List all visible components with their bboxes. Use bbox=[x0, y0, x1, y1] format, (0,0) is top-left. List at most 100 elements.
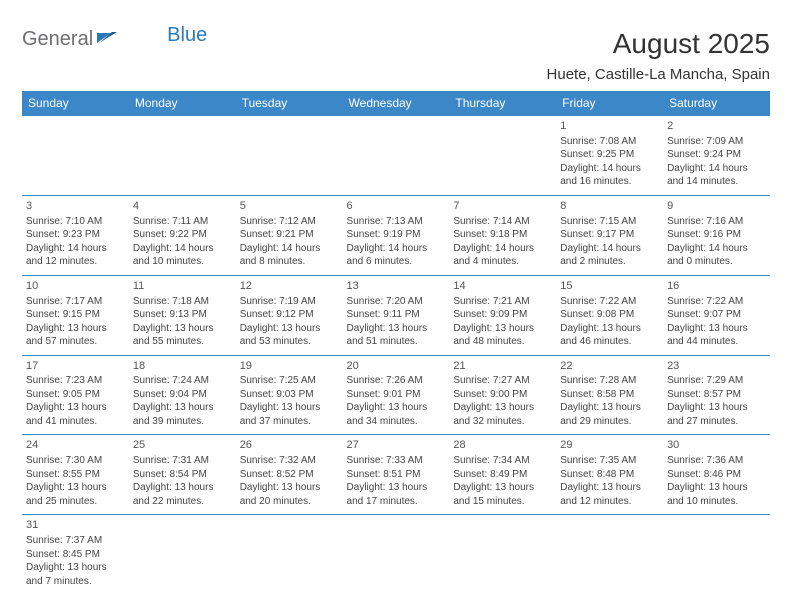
day-number: 5 bbox=[240, 199, 339, 214]
daylight-text-1: Daylight: 14 hours bbox=[560, 242, 659, 256]
calendar-cell: 4Sunrise: 7:11 AMSunset: 9:22 PMDaylight… bbox=[129, 195, 236, 275]
sunset-text: Sunset: 9:07 PM bbox=[667, 308, 766, 322]
calendar-row: 31Sunrise: 7:37 AMSunset: 8:45 PMDayligh… bbox=[22, 515, 770, 594]
daylight-text-2: and 4 minutes. bbox=[453, 255, 552, 269]
weekday-header: Sunday bbox=[22, 91, 129, 116]
sunrise-text: Sunrise: 7:08 AM bbox=[560, 135, 659, 149]
day-number: 25 bbox=[133, 438, 232, 453]
daylight-text-2: and 48 minutes. bbox=[453, 335, 552, 349]
calendar-cell-empty bbox=[449, 515, 556, 594]
calendar-cell: 25Sunrise: 7:31 AMSunset: 8:54 PMDayligh… bbox=[129, 435, 236, 515]
day-number: 14 bbox=[453, 279, 552, 294]
daylight-text-2: and 29 minutes. bbox=[560, 415, 659, 429]
daylight-text-2: and 16 minutes. bbox=[560, 175, 659, 189]
daylight-text-2: and 17 minutes. bbox=[347, 495, 446, 509]
daylight-text-2: and 39 minutes. bbox=[133, 415, 232, 429]
daylight-text-2: and 0 minutes. bbox=[667, 255, 766, 269]
daylight-text-2: and 53 minutes. bbox=[240, 335, 339, 349]
calendar-cell: 28Sunrise: 7:34 AMSunset: 8:49 PMDayligh… bbox=[449, 435, 556, 515]
sunset-text: Sunset: 9:23 PM bbox=[26, 228, 125, 242]
calendar-table: SundayMondayTuesdayWednesdayThursdayFrid… bbox=[22, 91, 770, 594]
daylight-text-1: Daylight: 13 hours bbox=[240, 481, 339, 495]
daylight-text-1: Daylight: 13 hours bbox=[667, 481, 766, 495]
calendar-cell: 30Sunrise: 7:36 AMSunset: 8:46 PMDayligh… bbox=[663, 435, 770, 515]
weekday-header: Wednesday bbox=[343, 91, 450, 116]
header: General Blue August 2025 Huete, Castille… bbox=[22, 28, 770, 83]
day-number: 15 bbox=[560, 279, 659, 294]
daylight-text-2: and 41 minutes. bbox=[26, 415, 125, 429]
daylight-text-1: Daylight: 13 hours bbox=[560, 322, 659, 336]
daylight-text-1: Daylight: 13 hours bbox=[26, 561, 125, 575]
daylight-text-1: Daylight: 14 hours bbox=[560, 162, 659, 176]
day-number: 21 bbox=[453, 359, 552, 374]
sunset-text: Sunset: 8:45 PM bbox=[26, 548, 125, 562]
calendar-cell: 20Sunrise: 7:26 AMSunset: 9:01 PMDayligh… bbox=[343, 355, 450, 435]
daylight-text-1: Daylight: 14 hours bbox=[133, 242, 232, 256]
daylight-text-2: and 22 minutes. bbox=[133, 495, 232, 509]
location-text: Huete, Castille-La Mancha, Spain bbox=[547, 66, 770, 83]
calendar-cell: 12Sunrise: 7:19 AMSunset: 9:12 PMDayligh… bbox=[236, 275, 343, 355]
day-number: 16 bbox=[667, 279, 766, 294]
day-number: 3 bbox=[26, 199, 125, 214]
daylight-text-1: Daylight: 13 hours bbox=[347, 322, 446, 336]
sunset-text: Sunset: 9:17 PM bbox=[560, 228, 659, 242]
calendar-cell: 27Sunrise: 7:33 AMSunset: 8:51 PMDayligh… bbox=[343, 435, 450, 515]
sunset-text: Sunset: 8:54 PM bbox=[133, 468, 232, 482]
sunset-text: Sunset: 9:11 PM bbox=[347, 308, 446, 322]
daylight-text-1: Daylight: 13 hours bbox=[240, 322, 339, 336]
day-number: 27 bbox=[347, 438, 446, 453]
sunset-text: Sunset: 8:51 PM bbox=[347, 468, 446, 482]
sunset-text: Sunset: 8:58 PM bbox=[560, 388, 659, 402]
sunrise-text: Sunrise: 7:16 AM bbox=[667, 215, 766, 229]
sunrise-text: Sunrise: 7:09 AM bbox=[667, 135, 766, 149]
sunset-text: Sunset: 9:13 PM bbox=[133, 308, 232, 322]
day-number: 26 bbox=[240, 438, 339, 453]
calendar-cell: 26Sunrise: 7:32 AMSunset: 8:52 PMDayligh… bbox=[236, 435, 343, 515]
daylight-text-2: and 25 minutes. bbox=[26, 495, 125, 509]
day-number: 7 bbox=[453, 199, 552, 214]
sunset-text: Sunset: 9:21 PM bbox=[240, 228, 339, 242]
day-number: 12 bbox=[240, 279, 339, 294]
daylight-text-1: Daylight: 13 hours bbox=[453, 401, 552, 415]
day-number: 28 bbox=[453, 438, 552, 453]
calendar-cell-empty bbox=[343, 515, 450, 594]
sunset-text: Sunset: 9:03 PM bbox=[240, 388, 339, 402]
calendar-cell-empty bbox=[22, 116, 129, 196]
calendar-cell: 24Sunrise: 7:30 AMSunset: 8:55 PMDayligh… bbox=[22, 435, 129, 515]
calendar-cell: 11Sunrise: 7:18 AMSunset: 9:13 PMDayligh… bbox=[129, 275, 236, 355]
calendar-cell: 23Sunrise: 7:29 AMSunset: 8:57 PMDayligh… bbox=[663, 355, 770, 435]
day-number: 23 bbox=[667, 359, 766, 374]
sunrise-text: Sunrise: 7:15 AM bbox=[560, 215, 659, 229]
sunset-text: Sunset: 9:01 PM bbox=[347, 388, 446, 402]
sunrise-text: Sunrise: 7:22 AM bbox=[560, 295, 659, 309]
sunset-text: Sunset: 9:19 PM bbox=[347, 228, 446, 242]
calendar-cell: 6Sunrise: 7:13 AMSunset: 9:19 PMDaylight… bbox=[343, 195, 450, 275]
day-number: 20 bbox=[347, 359, 446, 374]
sunrise-text: Sunrise: 7:33 AM bbox=[347, 454, 446, 468]
calendar-cell: 1Sunrise: 7:08 AMSunset: 9:25 PMDaylight… bbox=[556, 116, 663, 196]
calendar-cell-empty bbox=[663, 515, 770, 594]
sunrise-text: Sunrise: 7:26 AM bbox=[347, 374, 446, 388]
calendar-cell: 13Sunrise: 7:20 AMSunset: 9:11 PMDayligh… bbox=[343, 275, 450, 355]
sunrise-text: Sunrise: 7:17 AM bbox=[26, 295, 125, 309]
day-number: 22 bbox=[560, 359, 659, 374]
day-number: 2 bbox=[667, 119, 766, 134]
daylight-text-1: Daylight: 14 hours bbox=[240, 242, 339, 256]
sunset-text: Sunset: 9:18 PM bbox=[453, 228, 552, 242]
sunrise-text: Sunrise: 7:10 AM bbox=[26, 215, 125, 229]
daylight-text-2: and 12 minutes. bbox=[26, 255, 125, 269]
calendar-row: 24Sunrise: 7:30 AMSunset: 8:55 PMDayligh… bbox=[22, 435, 770, 515]
sunset-text: Sunset: 8:48 PM bbox=[560, 468, 659, 482]
calendar-row: 1Sunrise: 7:08 AMSunset: 9:25 PMDaylight… bbox=[22, 116, 770, 196]
daylight-text-2: and 15 minutes. bbox=[453, 495, 552, 509]
calendar-cell: 29Sunrise: 7:35 AMSunset: 8:48 PMDayligh… bbox=[556, 435, 663, 515]
sunrise-text: Sunrise: 7:24 AM bbox=[133, 374, 232, 388]
day-number: 17 bbox=[26, 359, 125, 374]
daylight-text-1: Daylight: 14 hours bbox=[453, 242, 552, 256]
sunrise-text: Sunrise: 7:34 AM bbox=[453, 454, 552, 468]
calendar-cell: 17Sunrise: 7:23 AMSunset: 9:05 PMDayligh… bbox=[22, 355, 129, 435]
sunrise-text: Sunrise: 7:11 AM bbox=[133, 215, 232, 229]
sunset-text: Sunset: 9:22 PM bbox=[133, 228, 232, 242]
sunset-text: Sunset: 9:15 PM bbox=[26, 308, 125, 322]
daylight-text-1: Daylight: 13 hours bbox=[453, 322, 552, 336]
